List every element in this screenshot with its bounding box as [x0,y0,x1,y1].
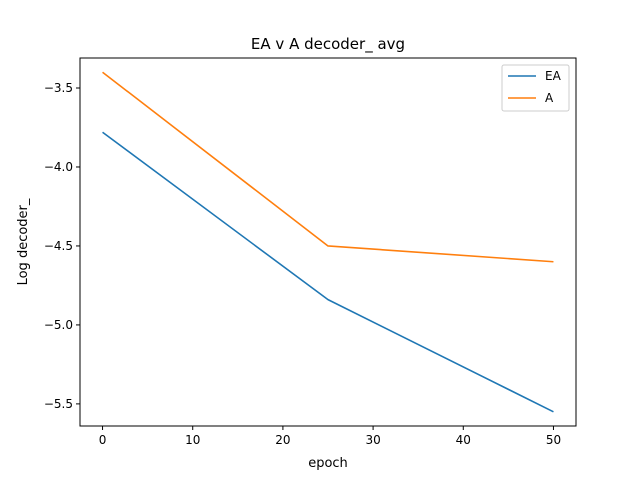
plot-frame [79,57,577,427]
y-tick-label: −5.0 [44,318,73,332]
series-line-a [102,71,554,263]
legend-label-ea: EA [545,69,562,83]
y-axis-label: Log decoder_ [16,198,31,285]
ticks-layer: 0 10 20 30 40 50 −3.5 −4.0 −4.5 −5.0 −5.5 [44,81,561,447]
series-layer [102,71,554,413]
y-tick-label: −4.5 [44,239,73,253]
y-tick-label: −3.5 [44,81,73,95]
x-tick-label: 0 [99,433,107,447]
x-axis-label: epoch [308,456,348,471]
x-tick-label: 10 [185,433,200,447]
series-line-ea [102,131,554,413]
y-tick-label: −5.5 [44,397,73,411]
legend: EA A [501,64,570,112]
legend-label-a: A [545,91,554,105]
y-tick-label: −4.0 [44,160,73,174]
x-tick-label: 50 [546,433,561,447]
x-tick-label: 30 [365,433,380,447]
chart-title: EA v A decoder_ avg [251,35,405,54]
x-tick-label: 20 [275,433,290,447]
x-tick-label: 40 [456,433,471,447]
